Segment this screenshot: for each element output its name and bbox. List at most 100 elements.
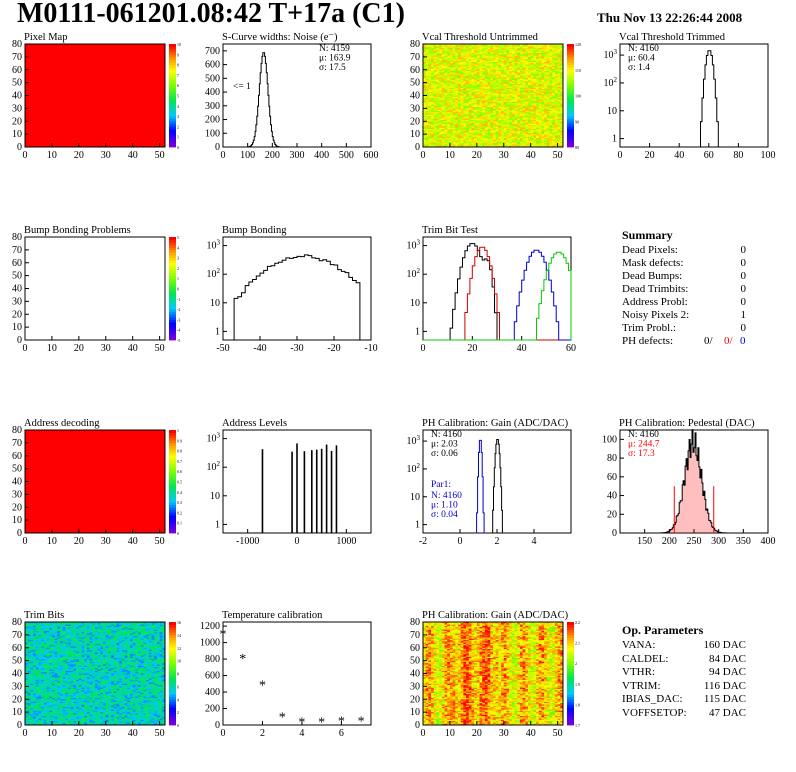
heatmap-cell [439,60,443,63]
heatmap-cell [439,46,443,49]
heatmap-cell [514,82,518,85]
heatmap-cell [479,50,483,53]
heatmap-cell [511,117,515,119]
heatmap-cell [452,91,456,94]
heatmap-cell [463,92,467,95]
x-tick-label: 60 [704,150,714,161]
heatmap-cell [495,103,499,105]
heatmap-cell [493,134,496,136]
colorbar-segment [169,136,176,140]
heatmap-cell [466,60,470,63]
heatmap-cell [436,50,440,53]
heatmap-cell [482,49,486,51]
heatmap-cell [476,67,480,69]
heatmap-cell [501,113,505,116]
heatmap-cell [493,45,496,47]
heatmap-cell [458,58,461,60]
heatmap-cell [490,87,494,90]
heatmap-cell [487,127,491,130]
heatmap-cell [482,46,486,49]
heatmap-cell [484,117,488,119]
heatmap-cell [514,109,518,112]
heatmap-cell [452,65,456,68]
heatmap-cell [463,108,467,110]
heatmap-cell [463,105,467,108]
heatmap-cell [466,109,470,112]
heatmap-cell [514,127,518,130]
heatmap-cell [476,49,480,51]
heatmap-cell [482,51,486,54]
heatmap-cell [460,125,464,127]
heatmap-cell [431,46,435,49]
heatmap-cell [436,54,440,56]
heatmap-cell [463,137,467,140]
heatmap-cell [466,89,470,91]
colorbar-segment [169,87,176,91]
heatmap-cell [487,54,491,56]
heatmap-cell [460,121,464,123]
heatmap-cell [423,141,426,144]
heatmap-cell [493,62,496,64]
heatmap-cell [484,109,488,112]
heatmap-cell [498,143,502,145]
heatmap-cell [466,101,470,104]
heatmap-cell [447,64,451,67]
heatmap-cell [423,56,426,59]
heatmap-cell [433,144,437,147]
heatmap-cell [466,81,470,83]
heatmap-cell [468,94,472,96]
heatmap-cell [484,137,488,140]
heatmap-cell [503,71,507,73]
heatmap-cell [471,67,475,69]
heatmap-cell [471,69,475,72]
heatmap-cell [466,92,470,95]
heatmap-cell [501,63,505,65]
heatmap-cell [458,107,461,109]
heatmap-cell [436,121,440,123]
heatmap-cell [474,76,478,78]
heatmap-cell [479,118,483,121]
heatmap-cell [466,91,470,94]
heatmap-cell [482,107,486,109]
heatmap-cell [493,100,496,103]
heatmap-cell [468,92,472,95]
heatmap-cell [441,144,445,147]
heatmap-cell [501,67,505,69]
heatmap-cell [506,72,510,74]
heatmap-cell [498,64,502,67]
heatmap-cell [506,103,510,105]
heatmap-cell [458,101,461,104]
heatmap-cell [493,47,496,50]
heatmap-cell [423,128,426,131]
heatmap-cell [495,47,499,50]
heatmap-cell [423,96,426,99]
heatmap-cell [428,101,432,104]
colorbar-segment [169,332,176,336]
heatmap-cell [509,98,513,100]
heatmap-cell [509,95,513,98]
heatmap-cell [498,104,502,107]
heatmap-cell [447,71,451,73]
heatmap-cell [517,69,521,72]
heatmap-cell [431,74,435,77]
heatmap-cell [428,74,432,77]
heatmap-cell [436,117,440,119]
heatmap-cell [466,51,470,54]
x-tick-label: 0 [295,536,300,547]
heatmap-cell [431,127,435,130]
heatmap-cell [447,60,451,63]
heatmap-cell [474,107,478,109]
x-tick-label: 0 [421,343,426,354]
heatmap-cell [471,144,475,147]
heatmap-cell [441,49,445,51]
heatmap-cell [433,76,437,78]
heatmap-cell [455,126,459,128]
heatmap-cell [503,63,507,65]
heatmap-cell [490,50,494,53]
heatmap-cell [511,45,515,47]
heatmap-cell [501,107,505,109]
heatmap-cell [447,139,451,141]
heatmap-cell [431,114,435,117]
heatmap-cell [423,74,426,77]
heatmap-cell [501,136,505,139]
